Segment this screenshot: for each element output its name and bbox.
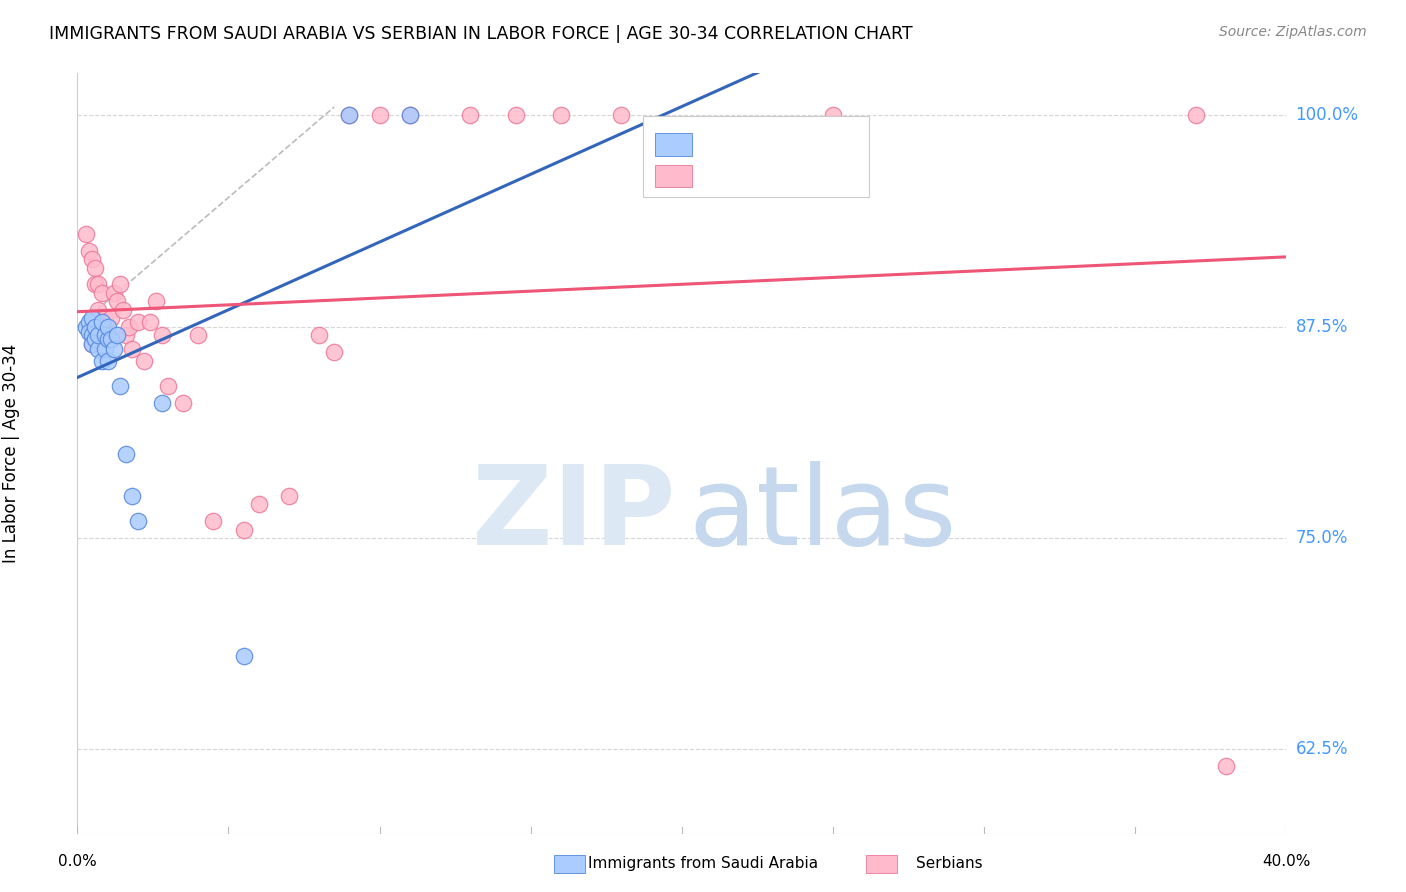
Point	[308, 328, 330, 343]
Text: Source: ZipAtlas.com: Source: ZipAtlas.com	[1219, 25, 1367, 39]
Point	[90, 285, 112, 300]
Point	[121, 342, 143, 356]
Point	[132, 353, 155, 368]
Point	[87, 302, 110, 317]
Point	[93, 328, 115, 343]
Point	[84, 277, 107, 292]
Point	[96, 319, 118, 334]
Point	[90, 328, 112, 343]
Point	[172, 396, 194, 410]
Point	[157, 379, 180, 393]
Point	[505, 108, 527, 122]
Point	[111, 302, 134, 317]
Point	[93, 311, 115, 326]
Point	[100, 311, 122, 326]
Point	[1184, 108, 1206, 122]
Point	[368, 108, 391, 122]
Point	[82, 336, 104, 351]
Point	[108, 379, 131, 393]
Point	[105, 294, 128, 309]
Point	[150, 328, 173, 343]
Point	[96, 353, 118, 368]
Point	[118, 319, 141, 334]
Point	[82, 328, 104, 343]
Point	[87, 277, 110, 292]
Point	[105, 328, 128, 343]
Text: 75.0%: 75.0%	[1295, 529, 1348, 547]
Point	[87, 342, 110, 356]
Text: Serbians: Serbians	[915, 856, 983, 871]
Point	[87, 328, 110, 343]
Point	[145, 294, 167, 309]
Point	[278, 489, 301, 503]
Point	[232, 649, 254, 664]
Text: 87.5%: 87.5%	[1295, 318, 1348, 335]
Point	[247, 497, 270, 511]
Point	[114, 446, 136, 460]
Point	[323, 345, 346, 359]
Point	[75, 227, 97, 241]
Point	[399, 108, 422, 122]
Point	[121, 489, 143, 503]
Point	[79, 244, 101, 258]
Point	[82, 252, 104, 267]
Point	[337, 108, 360, 122]
Point	[821, 108, 844, 122]
Point	[84, 332, 107, 346]
Point	[232, 523, 254, 537]
Text: R = 0.385   N = 44: R = 0.385 N = 44	[695, 166, 865, 184]
Text: ZIP: ZIP	[472, 461, 676, 568]
Text: 100.0%: 100.0%	[1295, 106, 1358, 124]
Point	[84, 260, 107, 275]
Text: Immigrants from Saudi Arabia: Immigrants from Saudi Arabia	[588, 856, 818, 871]
Point	[79, 325, 101, 339]
Point	[100, 332, 122, 346]
Point	[82, 311, 104, 326]
Point	[550, 108, 572, 122]
Point	[127, 514, 149, 528]
Point	[82, 336, 104, 351]
Point	[96, 332, 118, 346]
Point	[337, 108, 360, 122]
Point	[90, 315, 112, 329]
Text: R = 0.337   N = 28: R = 0.337 N = 28	[695, 135, 865, 153]
Point	[139, 315, 162, 329]
Point	[150, 396, 173, 410]
Point	[108, 277, 131, 292]
Point	[84, 319, 107, 334]
Point	[79, 315, 101, 329]
Text: atlas: atlas	[688, 461, 956, 568]
Point	[187, 328, 209, 343]
Text: IMMIGRANTS FROM SAUDI ARABIA VS SERBIAN IN LABOR FORCE | AGE 30-34 CORRELATION C: IMMIGRANTS FROM SAUDI ARABIA VS SERBIAN …	[49, 25, 912, 43]
Text: In Labor Force | Age 30-34: In Labor Force | Age 30-34	[1, 344, 20, 563]
Point	[90, 353, 112, 368]
Text: 40.0%: 40.0%	[1263, 855, 1310, 870]
Text: 62.5%: 62.5%	[1295, 740, 1348, 758]
Text: 0.0%: 0.0%	[58, 855, 97, 870]
Point	[202, 514, 225, 528]
Point	[1215, 759, 1237, 773]
Point	[114, 328, 136, 343]
Point	[103, 285, 125, 300]
Point	[93, 342, 115, 356]
Point	[610, 108, 633, 122]
Point	[458, 108, 481, 122]
Point	[399, 108, 422, 122]
Point	[103, 342, 125, 356]
Point	[127, 315, 149, 329]
Point	[75, 319, 97, 334]
Point	[96, 328, 118, 343]
